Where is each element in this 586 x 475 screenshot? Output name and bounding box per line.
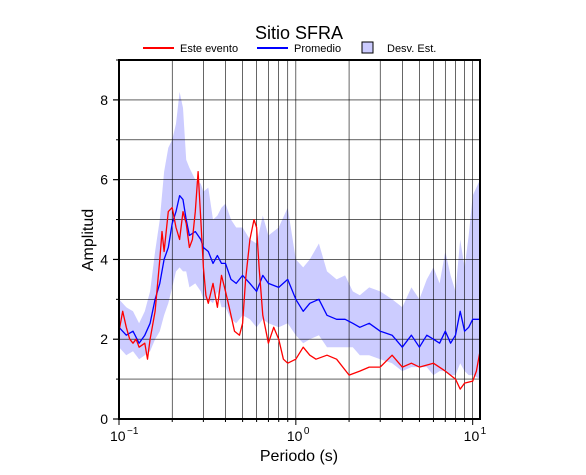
y-tick-label: 6 [100,172,108,188]
y-axis-label: Amplitud [80,209,97,271]
y-tick-label: 0 [100,411,108,427]
x-tick-label-base: 10 [464,428,480,444]
x-tick-label: 10 1 [464,426,487,444]
x-tick-label-exponent: −1 [127,426,139,437]
x-tick-label-base: 10 [110,428,126,444]
plot-frame [118,59,481,420]
x-tick-label-exponent: 1 [481,426,487,437]
legend-swatch-desv-est [361,41,374,54]
x-axis-label: Periodo (s) [260,448,338,465]
x-tick-label: 10 0 [287,426,310,444]
legend-label-este-evento: Este evento [180,43,238,55]
legend-label-desv-est: Desv. Est. [387,43,436,55]
y-tick-label: 4 [100,251,108,267]
x-tick-label-base: 10 [287,428,303,444]
legend: Este evento Promedio Desv. Est. [143,41,436,55]
series-line-este-evento [118,171,481,390]
y-tick-label: 8 [100,92,108,108]
series-line-promedio [118,194,480,348]
x-tick-label: 10 −1 [110,426,139,444]
chart-title: Sitio SFRA [255,23,343,43]
x-tick-label-exponent: 0 [304,426,310,437]
y-tick-label: 2 [100,331,108,347]
legend-label-promedio: Promedio [294,43,341,55]
std-dev-band [119,91,480,380]
